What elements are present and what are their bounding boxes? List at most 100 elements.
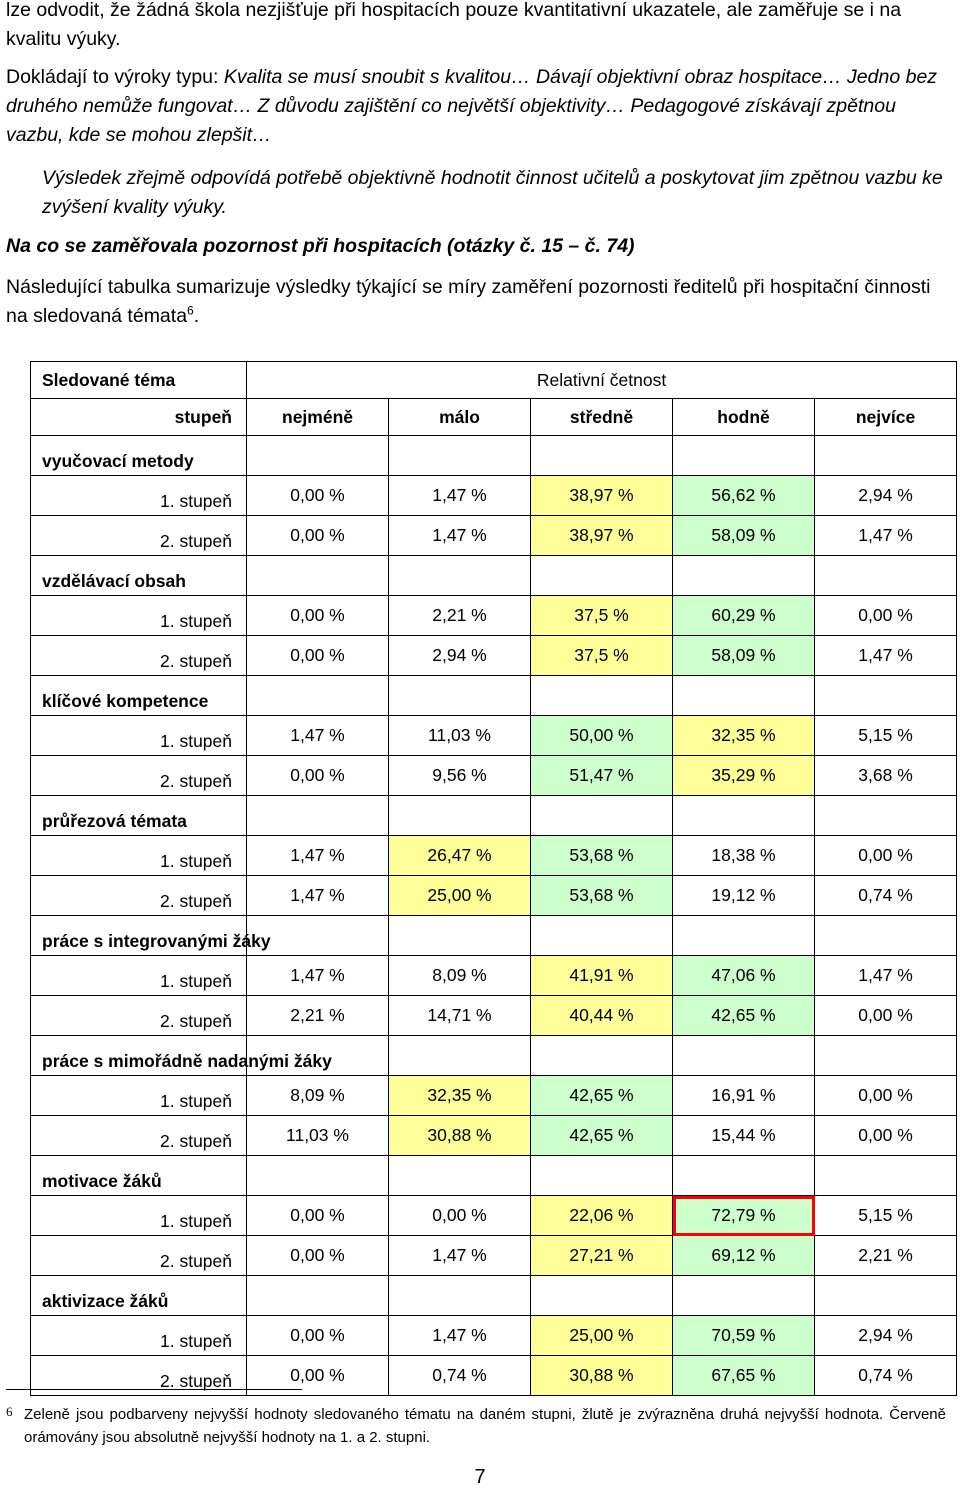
page-number: 7	[474, 1466, 486, 1488]
value-cell: 8,09 %	[388, 955, 531, 996]
table-row: 2. stupeň 0,00 % 1,47 % 27,21 % 69,12 % 2,21 …	[30, 1235, 958, 1276]
value-cell: 32,35 %	[388, 1075, 531, 1116]
topic-row-empty-cell	[246, 555, 389, 596]
topic-row-empty-cell	[246, 435, 389, 476]
level-label: 2. stupeň	[30, 1115, 247, 1156]
value-cell: 0,00 %	[246, 515, 389, 556]
topic-row-empty-cell	[672, 795, 815, 836]
value-cell: 0,00 %	[246, 1235, 389, 1276]
topic-row-empty-cell	[388, 795, 531, 836]
value-cell: 38,97 %	[530, 475, 673, 516]
topic-label: práce s mimořádně nadanými žáky	[30, 1035, 332, 1076]
topic-row-empty-cell	[813, 1155, 958, 1196]
topic-row-empty-cell	[530, 1275, 673, 1316]
value-cell: 0,00 %	[246, 1315, 389, 1356]
table-row: 1. stupeň 0,00 % 1,47 % 25,00 % 70,59 % 2,94 …	[30, 1315, 958, 1356]
value-cell: 2,21 %	[813, 1235, 958, 1276]
footnote-text: Zeleně jsou podbarveny nejvyšší hodnoty …	[24, 1406, 946, 1446]
header-topic: Sledované téma	[30, 361, 247, 399]
value-cell: 53,68 %	[530, 875, 673, 916]
value-cell: 30,88 %	[388, 1115, 531, 1156]
paragraph-table-intro: Následující tabulka sumarizuje výsledky …	[6, 273, 950, 331]
topic-row: průřezová témata	[30, 795, 958, 836]
topic-row-empty-cell	[530, 795, 673, 836]
value-cell: 2,94 %	[388, 635, 531, 676]
header-col-little: málo	[388, 398, 531, 436]
header-col-much: hodně	[672, 398, 815, 436]
value-cell: 58,09 %	[672, 515, 815, 556]
value-cell: 1,47 %	[388, 1235, 531, 1276]
topic-row-empty-cell	[246, 1275, 389, 1316]
footnote-reference[interactable]: 6	[187, 303, 194, 318]
value-cell: 1,47 %	[246, 875, 389, 916]
value-cell: 37,5 %	[530, 595, 673, 636]
value-cell: 42,65 %	[530, 1115, 673, 1156]
table-intro-text: Následující tabulka sumarizuje výsledky …	[6, 276, 931, 327]
topic-label: práce s integrovanými žáky	[30, 915, 271, 956]
value-cell: 22,06 %	[530, 1195, 673, 1236]
value-cell: 0,00 %	[246, 1195, 389, 1236]
topic-row: aktivizace žáků	[30, 1275, 958, 1316]
value-cell: 14,71 %	[388, 995, 531, 1036]
topic-row-empty-cell	[530, 1035, 673, 1076]
table-row: 1. stupeň 1,47 % 11,03 % 50,00 % 32,35 % 5,15…	[30, 715, 958, 756]
table-row: 2. stupeň 11,03 % 30,88 % 42,65 % 15,44 % 0,0…	[30, 1115, 958, 1156]
value-cell: 25,00 %	[388, 875, 531, 916]
value-cell: 2,21 %	[246, 995, 389, 1036]
level-label: 1. stupeň	[30, 1075, 247, 1116]
value-cell: 1,47 %	[813, 635, 958, 676]
value-cell: 0,00 %	[246, 595, 389, 636]
value-cell: 51,47 %	[530, 755, 673, 796]
topic-row-empty-cell	[672, 1155, 815, 1196]
table-row: 1. stupeň 1,47 % 8,09 % 41,91 % 47,06 % 1,47 …	[30, 955, 958, 996]
value-cell: 0,00 %	[246, 755, 389, 796]
value-cell: 18,38 %	[672, 835, 815, 876]
topic-row-empty-cell	[672, 675, 815, 716]
quotes-lead: Dokládají to výroky typu:	[6, 66, 224, 88]
value-cell: 42,65 %	[530, 1075, 673, 1116]
quotes-text: Kvalita se musí snoubit s kvalitou… Dáva…	[6, 66, 938, 146]
section-heading: Na co se zaměřovala pozornost při hospit…	[6, 235, 635, 257]
value-cell: 26,47 %	[388, 835, 531, 876]
value-cell: 32,35 %	[672, 715, 815, 756]
level-label: 1. stupeň	[30, 955, 247, 996]
topic-row-empty-cell	[388, 1155, 531, 1196]
value-cell: 42,65 %	[672, 995, 815, 1036]
value-cell: 2,21 %	[388, 595, 531, 636]
table-row: 1. stupeň 0,00 % 2,21 % 37,5 % 60,29 % 0,00 %	[30, 595, 958, 636]
topic-row-empty-cell	[813, 795, 958, 836]
level-label: 2. stupeň	[30, 515, 247, 556]
value-cell: 1,47 %	[388, 515, 531, 556]
topic-label: vyučovací metody	[30, 435, 247, 476]
level-label: 1. stupeň	[30, 1195, 247, 1236]
value-cell: 70,59 %	[672, 1315, 815, 1356]
value-cell: 1,47 %	[246, 955, 389, 996]
topic-row: práce s integrovanými žáky	[30, 915, 958, 956]
value-cell: 9,56 %	[388, 755, 531, 796]
value-cell: 1,47 %	[246, 835, 389, 876]
footnote-separator	[6, 1389, 302, 1390]
footnote-mark: 6	[6, 1404, 13, 1419]
value-cell: 0,74 %	[813, 875, 958, 916]
topic-row-empty-cell	[246, 675, 389, 716]
topic-row-empty-cell	[672, 915, 815, 956]
topic-row-empty-cell	[813, 915, 958, 956]
value-cell: 27,21 %	[530, 1235, 673, 1276]
table-intro-end: .	[193, 305, 200, 327]
level-label: 1. stupeň	[30, 595, 247, 636]
value-cell: 8,09 %	[246, 1075, 389, 1116]
topic-label: motivace žáků	[30, 1155, 247, 1196]
value-cell: 0,00 %	[813, 1115, 958, 1156]
topic-row-empty-cell	[813, 555, 958, 596]
topic-row: motivace žáků	[30, 1155, 958, 1196]
topic-row-empty-cell	[388, 1275, 531, 1316]
topic-label: klíčové kompetence	[30, 675, 247, 716]
value-cell: 15,44 %	[672, 1115, 815, 1156]
table-row: 1. stupeň 0,00 % 1,47 % 38,97 % 56,62 % 2,94 …	[30, 475, 958, 516]
topic-row-empty-cell	[672, 1035, 815, 1076]
topic-row-empty-cell	[813, 1275, 958, 1316]
value-cell: 30,88 %	[530, 1355, 673, 1396]
footnote: 6 Zeleně jsou podbarveny nejvyšší hodnot…	[6, 1403, 946, 1449]
topic-row-empty-cell	[388, 435, 531, 476]
value-cell: 58,09 %	[672, 635, 815, 676]
